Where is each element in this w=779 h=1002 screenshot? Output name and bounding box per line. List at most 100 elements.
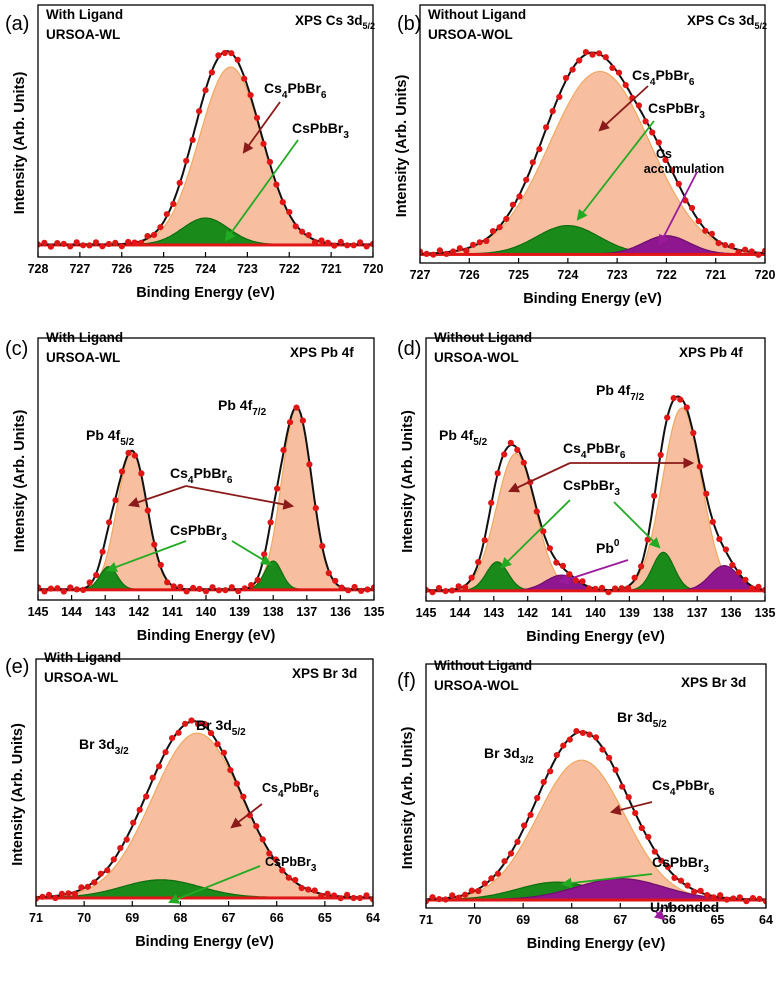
data-point: [429, 589, 436, 596]
annotation-label: Pb0: [596, 538, 620, 556]
annotation-arrow: [224, 139, 299, 242]
data-point: [266, 850, 273, 857]
data-point: [73, 239, 80, 246]
x-tick-label: 141: [162, 605, 183, 619]
peak-label-text: Br 3d: [484, 745, 520, 761]
x-tick-label: 145: [28, 605, 49, 619]
data-point: [92, 239, 100, 246]
annotation-base: Unbonded: [650, 899, 719, 915]
data-point: [247, 92, 254, 99]
data-point: [664, 414, 671, 421]
data-point: [71, 890, 78, 897]
data-point: [622, 82, 629, 89]
panel-label: (f): [397, 670, 416, 692]
data-point: [305, 232, 312, 239]
x-tick-label: 140: [585, 606, 606, 620]
data-point: [97, 870, 104, 877]
annotation-base: CsPbBr: [648, 100, 700, 116]
data-point: [762, 898, 766, 905]
data-point: [175, 729, 182, 736]
sample-name: With Ligand: [46, 7, 123, 22]
sample-id: URSOA-WOL: [434, 678, 519, 693]
data-point: [488, 499, 495, 506]
x-tick-label: 65: [318, 911, 332, 925]
data-point: [38, 584, 42, 591]
annotation-base: Pb: [596, 540, 614, 556]
data-point: [631, 574, 638, 581]
data-point: [462, 891, 469, 898]
data-point: [684, 882, 691, 889]
annotation-sub: 6: [321, 90, 327, 101]
x-axis-label: Binding Energy (eV): [523, 291, 662, 307]
data-point: [435, 584, 443, 592]
data-point: [708, 230, 716, 237]
data-point: [241, 75, 248, 82]
data-point: [241, 585, 248, 592]
data-point: [325, 570, 332, 577]
data-point: [208, 69, 215, 76]
x-tick-label: 724: [195, 262, 216, 276]
data-point: [756, 895, 763, 903]
data-point: [468, 574, 475, 581]
data-point: [286, 419, 294, 426]
peak-label-sub: 7/2: [630, 392, 644, 403]
annotation-label: Cs: [656, 147, 672, 161]
data-point: [169, 735, 176, 742]
data-point: [546, 545, 554, 552]
x-tick-label: 725: [508, 268, 529, 282]
data-point: [442, 896, 449, 903]
data-point: [709, 518, 716, 526]
annotation-label: Cs4PbBr6: [563, 440, 626, 461]
peak-label: Pb 4f7/2: [218, 397, 267, 418]
y-axis-label: Intensity (Arb. Units): [400, 727, 416, 870]
plot-area: [426, 728, 766, 905]
sample-id: URSOA-WOL: [428, 27, 513, 42]
data-point: [233, 780, 240, 787]
data-point: [523, 176, 530, 183]
data-point: [638, 824, 645, 832]
annotation-label: Cs4PbBr6: [632, 67, 695, 88]
data-point: [442, 588, 449, 595]
y-axis-label: Intensity (Arb. Units): [400, 410, 416, 553]
x-tick-label: 69: [516, 913, 530, 927]
x-tick-label: 720: [363, 262, 384, 276]
data-point: [612, 766, 619, 774]
data-point: [569, 66, 576, 73]
data-point: [599, 746, 606, 753]
annotation-label: Cs4PbBr6: [264, 80, 327, 101]
data-point: [105, 240, 112, 248]
annotation-arrow: [557, 559, 629, 585]
data-point: [553, 752, 560, 759]
data-point: [529, 159, 536, 166]
data-point: [214, 741, 221, 748]
y-axis-label: Intensity (Arb. Units): [10, 723, 26, 866]
data-point: [266, 158, 273, 166]
data-point: [188, 717, 195, 724]
data-point: [80, 242, 87, 249]
annotation-sub: 6: [227, 475, 233, 486]
data-point: [209, 584, 216, 591]
peak-label-sub: 5/2: [232, 727, 246, 738]
panel-label: (c): [5, 338, 28, 360]
data-point: [507, 850, 515, 857]
data-point: [579, 729, 587, 737]
data-point: [52, 894, 59, 902]
annotation-arrow: [560, 873, 653, 889]
data-point: [351, 583, 358, 591]
data-point: [635, 102, 643, 109]
annotation-arrow: [500, 499, 571, 569]
data-point: [131, 452, 138, 459]
annotation-base: Cs: [264, 80, 282, 96]
peak-label-sub: 5/2: [473, 437, 487, 448]
data-point: [337, 238, 344, 245]
x-tick-label: 67: [222, 911, 236, 925]
data-point: [157, 224, 164, 231]
data-point: [736, 894, 743, 901]
spectrum-title: XPS Pb 4f: [679, 345, 743, 360]
data-point: [547, 768, 554, 775]
x-tick-label: 143: [95, 605, 116, 619]
data-point: [683, 404, 690, 411]
x-tick-label: 721: [321, 262, 342, 276]
data-point: [527, 811, 534, 819]
